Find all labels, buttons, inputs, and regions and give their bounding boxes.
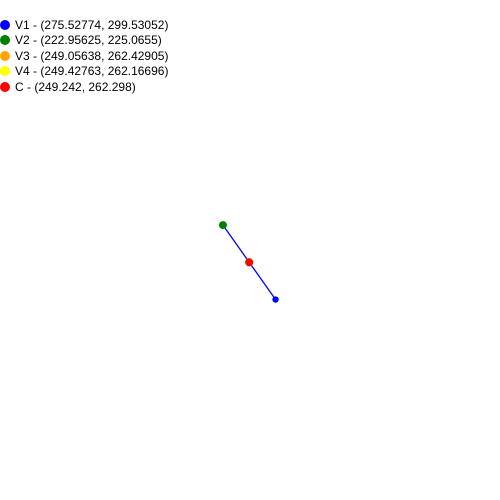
legend-label-v1: V1 - (275.52774, 299.53052) (15, 17, 169, 32)
legend-label-v4: V4 - (249.42763, 262.16696) (15, 64, 169, 79)
legend-label-c: C - (249.242, 262.298) (15, 79, 136, 94)
legend-item-c: C - (249.242, 262.298) (0, 79, 168, 95)
point-v2 (218, 221, 227, 230)
legend-dot-c-icon (0, 81, 10, 92)
legend-dot-v2-icon (0, 35, 10, 46)
point-v1 (272, 296, 279, 303)
legend-dot-v1-icon (0, 19, 10, 30)
legend-dot-v3-icon (0, 50, 10, 61)
point-c (245, 258, 254, 267)
legend-label-v3: V3 - (249.05638, 262.42905) (15, 48, 169, 63)
legend: V1 - (275.52774, 299.53052) V2 - (222.95… (0, 17, 168, 95)
legend-label-v2: V2 - (222.95625, 225.0655) (15, 33, 162, 48)
legend-item-v2: V2 - (222.95625, 225.0655) (0, 33, 168, 49)
legend-item-v3: V3 - (249.05638, 262.42905) (0, 48, 168, 64)
points-layer (218, 221, 279, 303)
legend-dot-v4-icon (0, 66, 10, 77)
legend-item-v4: V4 - (249.42763, 262.16696) (0, 64, 168, 80)
legend-item-v1: V1 - (275.52774, 299.53052) (0, 17, 168, 33)
